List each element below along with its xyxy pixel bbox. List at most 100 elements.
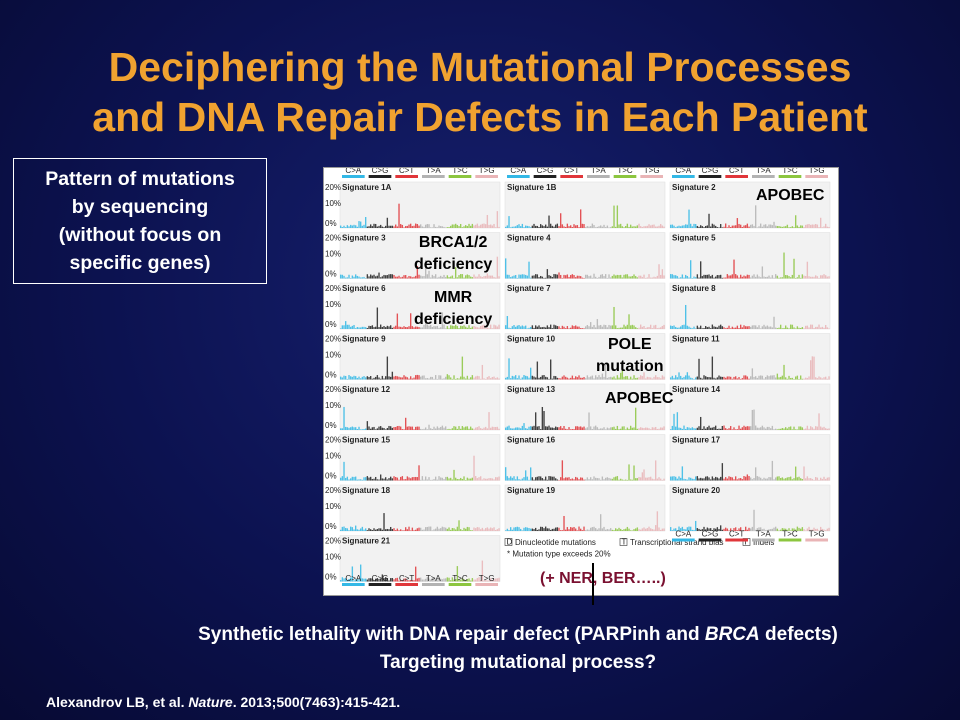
signature-bar xyxy=(480,529,482,531)
signature-label: Signature 19 xyxy=(507,486,556,495)
signature-bar xyxy=(661,269,664,279)
signature-bar xyxy=(440,226,442,228)
signature-bar xyxy=(811,276,814,279)
signature-bar xyxy=(635,327,637,329)
signature-bar xyxy=(695,428,697,430)
signature-bar xyxy=(756,476,759,481)
top-header-2-strip-4 xyxy=(778,175,802,178)
signature-bar xyxy=(710,427,712,430)
signature-bar xyxy=(548,215,550,228)
signature-bar xyxy=(750,376,752,380)
signature-bar xyxy=(431,326,434,329)
signature-bar xyxy=(431,530,434,531)
signature-bar xyxy=(495,325,497,329)
signature-bar xyxy=(673,275,675,279)
signature-bar xyxy=(471,277,474,279)
signature-bar xyxy=(458,479,460,481)
signature-bar xyxy=(365,377,367,380)
signature-bar xyxy=(491,328,494,329)
signature-bar xyxy=(611,427,614,430)
signature-bar xyxy=(533,223,535,228)
signature-bar xyxy=(516,378,519,380)
signature-bar xyxy=(776,476,779,481)
signature-bar xyxy=(628,428,630,430)
signature-bar xyxy=(466,477,469,481)
signature-bar xyxy=(696,325,699,329)
signature-bar xyxy=(550,476,552,481)
signature-bar xyxy=(580,528,582,531)
signature-bar xyxy=(366,376,369,380)
signature-bar xyxy=(686,372,689,380)
signature-bar xyxy=(483,427,485,430)
signature-bar xyxy=(630,224,632,228)
signature-bar xyxy=(460,274,462,279)
signature-bar xyxy=(800,277,802,279)
signature-bar xyxy=(581,427,584,430)
signature-bar xyxy=(536,476,539,481)
signature-bar xyxy=(758,325,760,329)
signature-bar xyxy=(821,326,824,329)
signature-bar xyxy=(413,327,415,329)
signature-bar xyxy=(776,373,779,380)
signature-bar xyxy=(591,223,594,228)
signature-bar xyxy=(693,276,695,279)
top-header-0-strip-1 xyxy=(368,175,392,178)
signature-bar xyxy=(745,526,747,531)
signature-bar xyxy=(386,356,389,380)
signature-bar xyxy=(408,275,410,279)
signature-bar xyxy=(385,477,387,481)
signature-bar xyxy=(480,325,482,329)
signature-bar xyxy=(396,276,399,279)
signature-bar xyxy=(540,376,542,380)
signature-bar xyxy=(780,428,782,430)
signature-bar xyxy=(703,274,705,279)
top-header-0-strip-3 xyxy=(422,175,445,178)
signature-bar xyxy=(515,326,517,329)
signature-bar xyxy=(781,226,784,228)
signature-bar xyxy=(751,368,754,380)
signature-bar xyxy=(656,428,659,430)
signature-bar xyxy=(805,377,807,380)
signature-bar xyxy=(375,578,377,582)
signature-bar xyxy=(723,528,725,531)
signature-bar xyxy=(470,377,472,380)
signature-bar xyxy=(376,307,379,329)
signature-bar xyxy=(723,376,725,380)
signature-bar xyxy=(346,580,349,582)
signature-bar xyxy=(526,376,529,380)
signature-bar xyxy=(413,580,415,582)
signature-bar xyxy=(673,413,675,430)
signature-bar xyxy=(353,580,355,582)
signature-bar xyxy=(391,427,394,430)
signature-bar xyxy=(635,478,637,481)
signature-bar xyxy=(681,274,684,279)
signature-bar xyxy=(636,478,639,481)
signature-bar xyxy=(728,530,730,531)
signature-bar xyxy=(718,227,720,228)
signature-bar xyxy=(426,429,429,430)
signature-bar xyxy=(595,327,597,329)
signature-bar xyxy=(571,478,574,481)
y-tick-label: 10% xyxy=(325,502,341,511)
signature-bar xyxy=(690,377,692,380)
signature-bar xyxy=(443,527,445,531)
signature-bar xyxy=(623,227,625,228)
signature-bar xyxy=(438,528,440,531)
signature-bar xyxy=(793,227,795,228)
signature-bar xyxy=(495,426,497,430)
signature-bar xyxy=(610,528,612,531)
signature-bar xyxy=(816,224,819,228)
signature-bar xyxy=(465,378,467,380)
signature-bar xyxy=(510,277,512,279)
signature-bar xyxy=(418,225,420,228)
signature-bar xyxy=(405,376,407,380)
signature-bar xyxy=(583,224,585,228)
signature-bar xyxy=(773,375,775,380)
signature-bar xyxy=(763,528,765,531)
signature-bar xyxy=(426,526,429,531)
signature-bar xyxy=(623,479,625,481)
signature-label: Signature 18 xyxy=(342,486,391,495)
signature-bar xyxy=(590,322,592,329)
signature-bar xyxy=(818,376,820,380)
signature-bar xyxy=(581,530,584,531)
